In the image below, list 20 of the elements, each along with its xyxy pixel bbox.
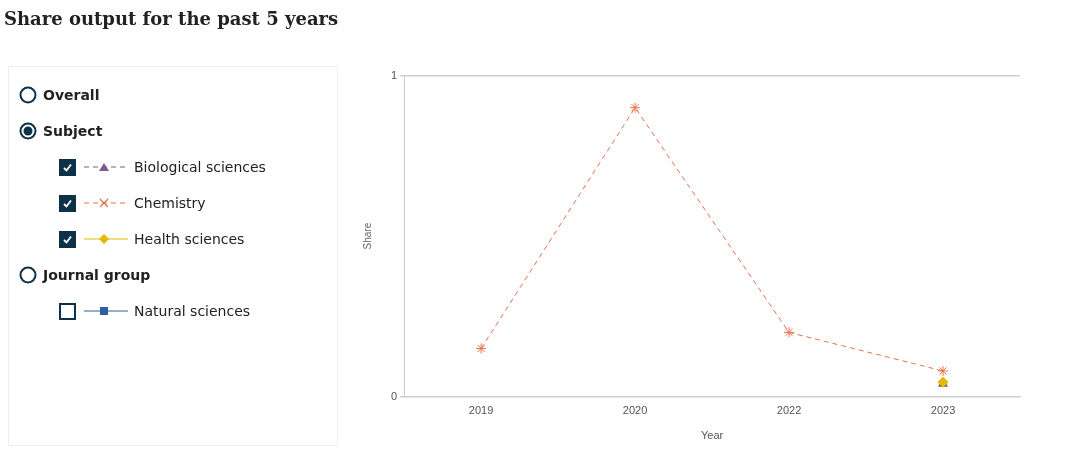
legend-label: Natural sciences bbox=[134, 303, 251, 319]
point bbox=[783, 326, 795, 338]
y-tick-label: 0 bbox=[390, 389, 398, 402]
text: Overall bbox=[43, 87, 100, 103]
x-tick-label: 2023 bbox=[930, 404, 956, 417]
x-tick-label: 2019 bbox=[468, 404, 494, 417]
point bbox=[475, 342, 487, 354]
text: Share output for the past 5 years bbox=[4, 8, 340, 31]
y-tick-label: 1 bbox=[390, 68, 398, 81]
point bbox=[937, 365, 949, 377]
x-tick-label: 2020 bbox=[622, 404, 648, 417]
text: Subject bbox=[43, 123, 103, 139]
y-axis-title: Share bbox=[361, 222, 373, 250]
x-axis-title: Year bbox=[700, 429, 724, 442]
legend-label: Biological sciences bbox=[134, 159, 266, 175]
x-tick-label: 2022 bbox=[776, 404, 802, 417]
point bbox=[629, 102, 641, 114]
text: Journal group bbox=[43, 267, 151, 283]
legend-label: Health sciences bbox=[134, 231, 245, 247]
legend-label: Chemistry bbox=[134, 195, 206, 211]
